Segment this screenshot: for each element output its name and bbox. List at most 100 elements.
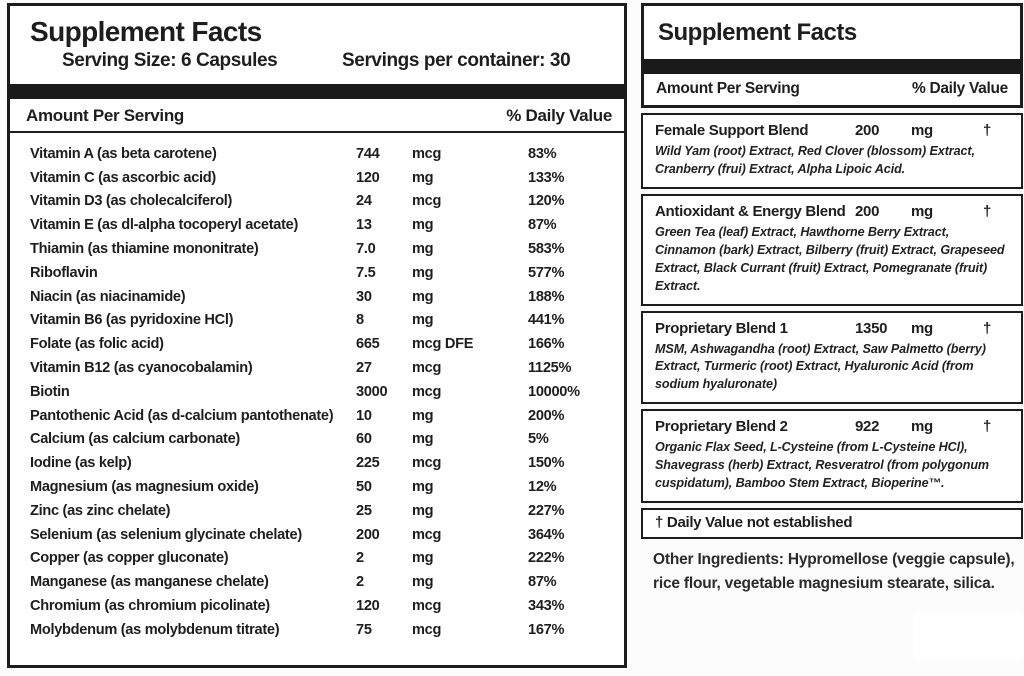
nutrient-daily-value: 133% [528, 169, 565, 186]
serving-size-text: Serving Size: 6 Capsules [62, 50, 278, 71]
nutrient-unit: mcg [412, 193, 442, 210]
blend-daily-value-dagger: † [982, 418, 992, 436]
daily-value-header: % Daily Value [506, 106, 612, 125]
nutrient-unit: mg [412, 312, 434, 329]
nutrient-daily-value: 5% [528, 431, 549, 448]
blend-amount: 200 [855, 122, 880, 139]
nutrient-name: Chromium (as chromium picolinate) [30, 598, 270, 615]
table-row: Vitamin B6 (as pyridoxine HCl) 8 mg 441% [10, 309, 624, 333]
blend-header-row: Antioxidant & Energy Blend 200 mg † [655, 203, 1011, 220]
nutrient-unit: mg [412, 479, 434, 496]
nutrient-name: Vitamin E (as dl-alpha tocoperyl acetate… [30, 217, 299, 234]
daily-value-footnote: † Daily Value not established [641, 507, 1023, 539]
table-row: Vitamin A (as beta carotene) 744 mcg 83% [10, 142, 624, 166]
nutrient-name: Niacin (as niacinamide) [30, 288, 186, 305]
nutrient-amount: 2 [356, 574, 364, 591]
nutrient-amount: 13 [356, 217, 372, 234]
other-ingredients-text: Other Ingredients: Hypromellose (veggie … [653, 550, 1015, 592]
nutrient-name: Riboflavin [30, 264, 98, 281]
nutrient-unit: mg [412, 431, 434, 448]
nutrient-daily-value: 583% [528, 241, 565, 258]
nutrient-rows: Vitamin A (as beta carotene) 744 mcg 83% Vit… [10, 133, 624, 642]
table-row: Iodine (as kelp) 225 mcg 150% [10, 451, 624, 475]
table-row: Vitamin B12 (as cyanocobalamin) 27 mcg 1125… [10, 356, 624, 380]
nutrient-name: Vitamin B12 (as cyanocobalamin) [30, 360, 253, 377]
divider-bar-thick [7, 84, 627, 99]
nutrient-daily-value: 150% [528, 455, 565, 472]
nutrient-name: Vitamin A (as beta carotene) [30, 145, 217, 162]
nutrient-amount: 225 [356, 455, 380, 472]
blend-ingredients-text: Wild Yam (root) Extract, Red Clover (blo… [655, 144, 975, 176]
right-header-box: Supplement Facts Amount Per Serving % Da… [641, 3, 1023, 108]
panel-title: Supplement Facts [30, 16, 262, 47]
table-row: Copper (as copper gluconate) 2 mg 222% [10, 547, 624, 571]
nutrient-unit: mg [412, 288, 434, 305]
nutrient-unit: mcg [412, 455, 442, 472]
blend-amount: 200 [855, 203, 880, 220]
table-row: Thiamin (as thiamine mononitrate) 7.0 mg 58… [10, 237, 624, 261]
amount-per-serving-header: Amount Per Serving [26, 106, 185, 125]
table-row: Chromium (as chromium picolinate) 120 mcg 3… [10, 594, 624, 618]
nutrient-amount: 665 [356, 336, 380, 353]
blend-ingredients-text: Green Tea (leaf) Extract, Hawthorne Berr… [655, 225, 1005, 293]
nutrient-daily-value: 188% [528, 288, 565, 305]
nutrient-name: Manganese (as manganese chelate) [30, 574, 269, 591]
nutrient-daily-value: 364% [528, 526, 565, 543]
nutrient-daily-value: 200% [528, 407, 565, 424]
nutrient-unit: mcg [412, 145, 442, 162]
table-row: Vitamin C (as ascorbic acid) 120 mg 133% [10, 166, 624, 190]
supplement-facts-panel-right: Supplement Facts Amount Per Serving % Da… [641, 3, 1023, 596]
blend-boxes: Female Support Blend 200 mg † Wild Yam (root… [641, 113, 1023, 503]
nutrient-amount: 7.5 [356, 264, 376, 281]
nutrient-amount: 3000 [356, 383, 388, 400]
nutrient-unit: mg [412, 264, 434, 281]
nutrient-unit: mg [412, 407, 434, 424]
blend-unit: mg [911, 319, 933, 337]
nutrient-amount: 30 [356, 288, 372, 305]
blend-unit: mg [911, 122, 933, 139]
nutrient-name: Zinc (as zinc chelate) [30, 502, 171, 519]
nutrient-amount: 120 [356, 598, 380, 615]
servings-per-container-text: Servings per container: 30 [342, 50, 571, 71]
amount-per-serving-header: Amount Per Serving [656, 80, 800, 97]
nutrient-name: Magnesium (as magnesium oxide) [30, 479, 259, 496]
nutrient-daily-value: 167% [528, 621, 565, 638]
nutrient-amount: 7.0 [356, 241, 376, 258]
nutrient-unit: mcg [412, 598, 442, 615]
nutrient-daily-value: 227% [528, 502, 565, 519]
table-row: Zinc (as zinc chelate) 25 mg 227% [10, 499, 624, 523]
nutrient-amount: 75 [356, 621, 372, 638]
nutrient-unit: mcg [412, 526, 442, 543]
nutrient-name: Copper (as copper gluconate) [30, 550, 229, 567]
blend-daily-value-dagger: † [982, 203, 992, 220]
nutrient-daily-value: 87% [528, 217, 557, 234]
blend-unit: mg [911, 418, 933, 436]
table-row: Pantothenic Acid (as d-calcium pantothen… [10, 404, 624, 428]
nutrient-daily-value: 120% [528, 193, 565, 210]
blend-daily-value-dagger: † [982, 122, 992, 139]
blend-header-row: Proprietary Blend 2 922 mg † [655, 418, 1011, 435]
table-row: Biotin 3000 mcg 10000% [10, 380, 624, 404]
blend-name: Antioxidant & Energy Blend [655, 203, 846, 220]
nutrient-daily-value: 343% [528, 598, 565, 615]
nutrient-unit: mg [412, 241, 434, 258]
nutrient-amount: 25 [356, 502, 372, 519]
nutrient-daily-value: 12% [528, 479, 557, 496]
blend-box: Proprietary Blend 1 1350 mg † MSM, Ashwagand… [641, 310, 1023, 405]
supplement-facts-panel-left: Supplement Facts Serving Size: 6 Capsule… [7, 3, 627, 668]
daily-value-header: % Daily Value [911, 80, 1008, 97]
corner-highlight-blob [914, 610, 1024, 662]
nutrient-amount: 120 [356, 169, 380, 186]
nutrient-daily-value: 83% [528, 145, 557, 162]
blend-box: Proprietary Blend 2 922 mg † Organic Flax Se… [641, 409, 1023, 503]
blend-header-row: Female Support Blend 200 mg † [655, 122, 1011, 139]
nutrient-name: Vitamin C (as ascorbic acid) [30, 169, 216, 186]
blend-unit: mg [911, 203, 933, 220]
nutrient-unit: mg [412, 550, 434, 567]
nutrient-name: Iodine (as kelp) [30, 455, 132, 472]
blend-name: Proprietary Blend 1 [655, 319, 788, 337]
nutrient-amount: 2 [356, 550, 364, 567]
table-row: Manganese (as manganese chelate) 2 mg 87% [10, 570, 624, 594]
nutrient-name: Thiamin (as thiamine mononitrate) [30, 241, 259, 258]
